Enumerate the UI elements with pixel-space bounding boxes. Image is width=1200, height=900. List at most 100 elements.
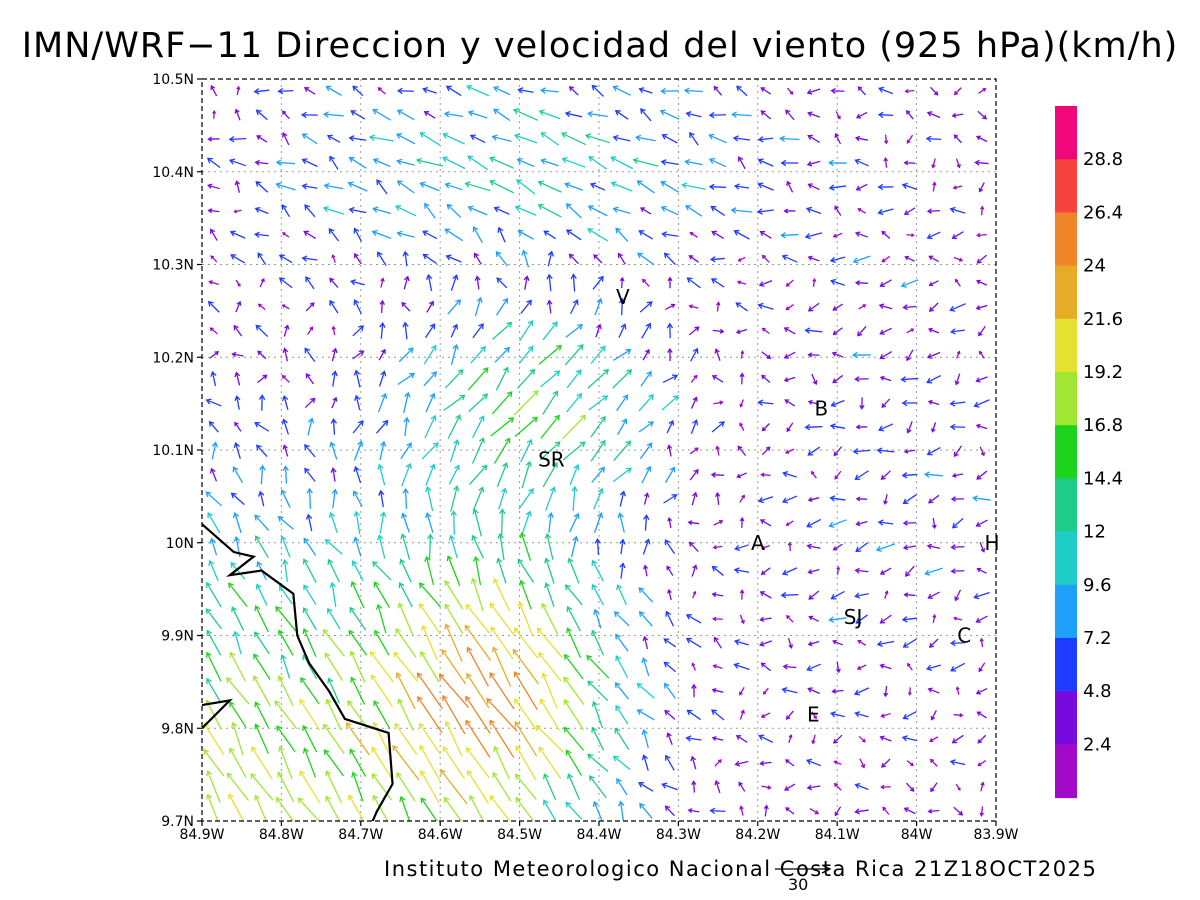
wind-vector [417, 695, 443, 734]
wind-vector [543, 799, 557, 821]
colorbar-segment [1055, 531, 1077, 586]
wind-vector [523, 275, 530, 290]
wind-vector [323, 111, 344, 118]
wind-vector [736, 280, 747, 285]
wind-vector [615, 633, 629, 652]
wind-vector [259, 277, 265, 288]
wind-vector [226, 677, 250, 705]
city-label: E [807, 702, 820, 726]
wind-vector [951, 517, 964, 529]
wind-vector [254, 604, 269, 633]
wind-vector [667, 276, 673, 289]
chart-title: IMN/WRF−11 Direccion y velocidad del vie… [21, 26, 1179, 66]
colorbar-segment [1055, 425, 1077, 479]
wind-vector [927, 808, 940, 814]
wind-vector [641, 278, 650, 287]
wind-vector [711, 687, 724, 693]
wind-vector [835, 111, 841, 120]
wind-vector [923, 471, 943, 478]
wind-vector [926, 446, 941, 456]
wind-vector [708, 158, 727, 168]
wind-vector [834, 806, 842, 817]
wind-vector [780, 591, 799, 599]
wind-vector [738, 781, 746, 792]
wind-vector [954, 373, 961, 386]
wind-vector [638, 587, 654, 603]
wind-vector [851, 351, 871, 359]
wind-vector [785, 304, 795, 311]
wind-vector [467, 110, 488, 119]
wind-vector [426, 300, 434, 313]
wind-vector [540, 132, 560, 146]
wind-vector [252, 675, 271, 707]
colorbar: 28.8 26.4 24 21.6 19.2 16.8 14.4 12 9.6 7.2 4.8 2.4 [1055, 106, 1123, 799]
wind-vector [949, 423, 966, 431]
wind-vector [711, 421, 725, 433]
wind-vector [926, 231, 941, 240]
wind-vector [254, 231, 269, 238]
wind-vector [467, 367, 489, 391]
wind-vector [517, 229, 534, 240]
wind-vector [396, 771, 416, 802]
wind-vector [465, 603, 491, 634]
wind-vector [304, 467, 316, 482]
wind-vector [762, 687, 769, 695]
wind-vector [903, 448, 916, 454]
wind-vector [513, 671, 538, 711]
wind-vector [568, 85, 579, 96]
city-label: H [985, 531, 1000, 555]
wind-vector [331, 370, 338, 387]
wind-vector [925, 664, 942, 671]
wind-vector [906, 233, 915, 238]
wind-vector [348, 157, 367, 169]
colorbar-segment [1055, 638, 1077, 692]
wind-vector [542, 461, 558, 488]
wind-vector [258, 490, 265, 507]
wind-vector [685, 205, 703, 217]
wind-vector [612, 134, 631, 142]
wind-vector [514, 721, 538, 757]
wind-vector [207, 300, 220, 313]
wind-vector [905, 782, 915, 792]
wind-vector [638, 87, 653, 94]
wind-vector [228, 582, 248, 608]
wind-vector [234, 371, 241, 386]
wind-vector [257, 350, 267, 360]
wind-vector [493, 206, 510, 215]
wind-vector [932, 613, 937, 624]
wind-vector [808, 615, 819, 622]
wind-vector [639, 802, 653, 819]
wind-vector [666, 419, 675, 434]
wind-vector [211, 441, 219, 460]
wind-vector [425, 485, 434, 512]
wind-vector [761, 544, 770, 550]
wind-vector [207, 136, 220, 142]
wind-vector [711, 230, 725, 239]
wind-vector [978, 182, 985, 193]
wind-vector [881, 255, 891, 263]
wind-vector [400, 442, 412, 460]
wind-vector [278, 745, 293, 780]
wind-vector [471, 534, 484, 559]
wind-vector [564, 344, 584, 366]
wind-vector [902, 520, 917, 526]
lon-tick-label: 83.9W [973, 827, 1018, 843]
wind-vector [636, 252, 655, 266]
wind-vector [303, 230, 317, 240]
wind-vector [757, 302, 774, 310]
wind-vector [690, 396, 698, 409]
wind-vector [231, 351, 244, 358]
wind-vector [424, 414, 437, 439]
colorbar-segment [1055, 318, 1077, 373]
wind-vector [496, 277, 508, 289]
lon-tick-label: 84.3W [656, 827, 701, 843]
wind-vector [254, 723, 270, 754]
wind-vector [280, 535, 291, 558]
wind-vector [735, 328, 748, 335]
wind-vector [375, 419, 389, 434]
wind-vector [593, 254, 603, 264]
wind-vector [563, 676, 585, 706]
wind-vector [206, 157, 221, 169]
wind-vector [379, 440, 387, 461]
wind-vector [977, 734, 987, 744]
